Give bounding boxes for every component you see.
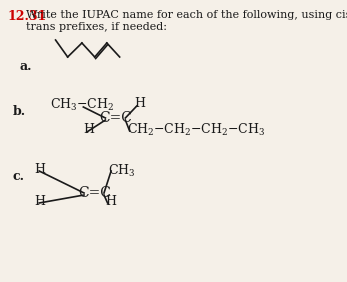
Text: H: H — [83, 123, 94, 136]
Text: 12.31: 12.31 — [7, 10, 46, 23]
Text: C=C: C=C — [78, 186, 111, 200]
Text: b.: b. — [13, 105, 26, 118]
Text: C=C: C=C — [100, 111, 133, 125]
Text: H: H — [134, 97, 145, 110]
Text: H: H — [34, 195, 45, 208]
Text: H: H — [34, 163, 45, 176]
Text: c.: c. — [13, 170, 25, 183]
Text: trans prefixes, if needed:: trans prefixes, if needed: — [26, 22, 167, 32]
Text: Write the IUPAC name for each of the following, using cis or: Write the IUPAC name for each of the fol… — [26, 10, 347, 20]
Text: $\mathregular{CH_2}$$\mathregular{-CH_2}$$\mathregular{-CH_2}$$\mathregular{-CH_: $\mathregular{CH_2}$$\mathregular{-CH_2}… — [127, 122, 265, 138]
Text: $\mathregular{CH_3}$: $\mathregular{CH_3}$ — [108, 163, 135, 179]
Text: H: H — [105, 195, 116, 208]
Text: a.: a. — [20, 60, 32, 73]
Text: $\mathregular{CH_3}$$\mathregular{-CH_2}$: $\mathregular{CH_3}$$\mathregular{-CH_2}… — [50, 97, 114, 113]
